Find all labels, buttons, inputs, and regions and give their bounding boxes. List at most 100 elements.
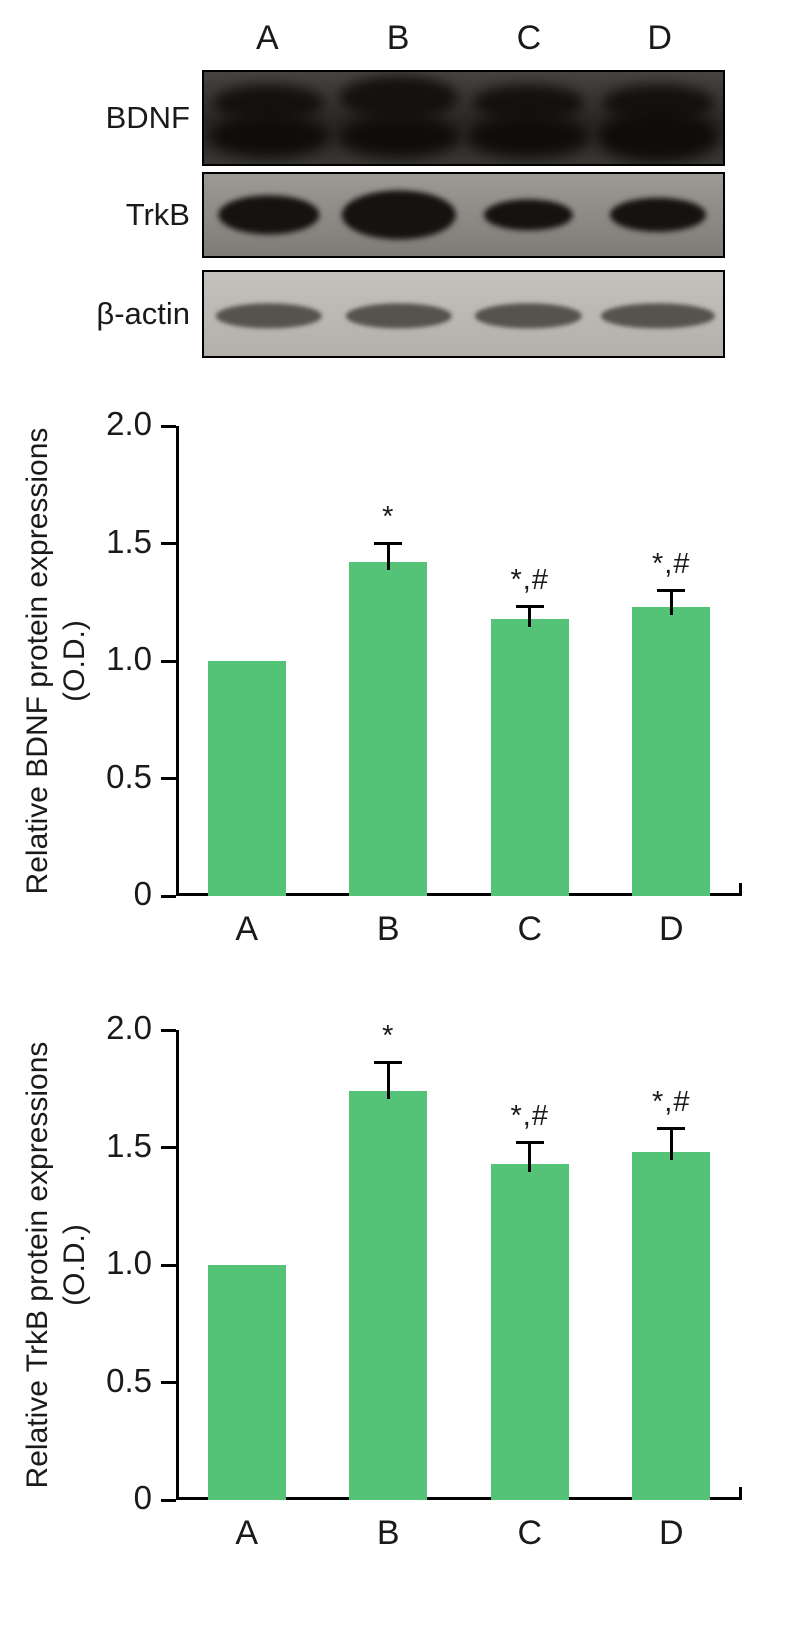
error-bar-line bbox=[386, 543, 390, 571]
blot-lane bbox=[593, 174, 723, 256]
y-tick-mark bbox=[161, 542, 176, 545]
bar bbox=[207, 661, 286, 896]
lane-label: B bbox=[386, 18, 410, 57]
y-tick-mark bbox=[161, 1381, 176, 1384]
y-tick-mark bbox=[161, 1028, 176, 1032]
blot-band bbox=[484, 199, 573, 231]
bar bbox=[490, 1163, 569, 1500]
blot-lane bbox=[593, 272, 723, 356]
blot-lane bbox=[593, 72, 723, 164]
x-axis-line bbox=[176, 1497, 742, 1500]
blot-lane bbox=[204, 174, 334, 256]
blot-band bbox=[338, 75, 459, 120]
bar bbox=[207, 1265, 286, 1500]
x-axis-end-tick bbox=[739, 883, 742, 896]
blot-box bbox=[202, 70, 725, 166]
blot-lane bbox=[464, 174, 594, 256]
y-tick-mark bbox=[161, 1146, 176, 1149]
y-tick-label: 0.5 bbox=[106, 1361, 152, 1399]
figure-page: A B C D BDNF TrkB β-actin Relative BDNF prote… bbox=[0, 14, 793, 1564]
x-category-label: B bbox=[376, 910, 400, 948]
blot-row: β-actin bbox=[0, 270, 793, 358]
blot-row: BDNF bbox=[0, 70, 793, 166]
error-bar-line bbox=[528, 606, 532, 627]
blot-band bbox=[466, 115, 590, 158]
error-bar-cap bbox=[515, 1141, 544, 1145]
y-tick-mark bbox=[161, 894, 176, 898]
blot-lane bbox=[334, 72, 464, 164]
trkb-bar-chart: Relative TrkB protein expressions (O.D.)… bbox=[0, 1008, 793, 1564]
x-category-label: A bbox=[235, 1514, 259, 1552]
lane-label: D bbox=[647, 18, 672, 57]
blot-box bbox=[202, 172, 725, 258]
bdnf-bar-chart: Relative BDNF protein expressions (O.D.)… bbox=[0, 404, 793, 960]
blot-row-label: β-actin bbox=[96, 296, 190, 331]
blot-lane bbox=[204, 72, 334, 164]
x-category-label: B bbox=[376, 1514, 400, 1552]
blot-band bbox=[337, 115, 461, 158]
significance-annotation: * bbox=[382, 500, 395, 533]
y-tick-label: 0 bbox=[133, 875, 152, 912]
x-category-label: A bbox=[235, 910, 259, 948]
blot-band bbox=[215, 303, 323, 329]
error-bar-cap bbox=[374, 1061, 403, 1065]
y-axis-label-text: Relative TrkB protein expressions bbox=[21, 1041, 54, 1489]
y-tick-label: 1.0 bbox=[106, 640, 152, 677]
blot-row-label: TrkB bbox=[125, 197, 190, 232]
lane-label: A bbox=[256, 18, 279, 57]
y-tick-mark bbox=[161, 1263, 176, 1267]
y-tick-label: 1.0 bbox=[106, 1244, 152, 1281]
blot-lane bbox=[334, 272, 464, 356]
bar bbox=[632, 1152, 711, 1500]
blot-rows: BDNF TrkB β-actin bbox=[0, 70, 793, 358]
error-bar-line bbox=[669, 590, 673, 615]
bar bbox=[349, 562, 428, 896]
blot-row: TrkB bbox=[0, 172, 793, 258]
blot-band bbox=[610, 197, 707, 233]
blot-band bbox=[345, 303, 452, 329]
y-tick-label: 2.0 bbox=[106, 1009, 152, 1046]
lane-labels-row: A B C D bbox=[202, 14, 725, 62]
error-bar-line bbox=[669, 1128, 673, 1161]
y-axis-line bbox=[176, 426, 179, 896]
significance-annotation: *,# bbox=[510, 1099, 549, 1132]
error-bar-cap bbox=[657, 589, 686, 592]
y-axis-line bbox=[176, 1030, 179, 1500]
lane-label: C bbox=[516, 18, 542, 57]
error-bar-cap bbox=[657, 1127, 686, 1131]
blot-lane bbox=[204, 272, 334, 356]
x-category-label: D bbox=[658, 1514, 684, 1552]
bar bbox=[490, 618, 569, 896]
x-category-label: D bbox=[658, 910, 684, 948]
blot-band bbox=[601, 303, 716, 329]
blot-band bbox=[596, 110, 720, 163]
plot-area: 0 0.5 1.0 1.5 2.0 A * B *,# C *,# D bbox=[106, 405, 742, 948]
significance-annotation: *,# bbox=[510, 563, 549, 596]
error-bar-cap bbox=[515, 605, 544, 609]
y-tick-label: 0 bbox=[133, 1479, 152, 1516]
y-tick-label: 1.5 bbox=[106, 1126, 152, 1164]
error-bar-cap bbox=[374, 542, 403, 545]
y-tick-mark bbox=[161, 777, 176, 780]
x-category-label: C bbox=[517, 910, 543, 948]
blot-lane bbox=[464, 72, 594, 164]
y-tick-label: 0.5 bbox=[106, 757, 152, 795]
blot-lane bbox=[334, 174, 464, 256]
significance-annotation: *,# bbox=[652, 547, 691, 580]
bar bbox=[349, 1091, 428, 1500]
y-tick-mark bbox=[161, 424, 176, 428]
blot-band bbox=[475, 303, 582, 329]
blot-band bbox=[207, 115, 331, 158]
western-blot-panel: A B C D BDNF TrkB β-actin bbox=[0, 14, 793, 358]
x-axis-line bbox=[176, 893, 742, 896]
error-bar-line bbox=[386, 1062, 390, 1100]
significance-annotation: *,# bbox=[652, 1085, 691, 1118]
y-tick-label: 2.0 bbox=[106, 405, 152, 442]
blot-band bbox=[218, 195, 320, 235]
blot-box bbox=[202, 270, 725, 358]
plot-area: 0 0.5 1.0 1.5 2.0 A * B *,# C *,# D bbox=[106, 1009, 742, 1552]
y-tick-mark bbox=[161, 659, 176, 663]
significance-annotation: * bbox=[382, 1019, 395, 1052]
blot-row-label: BDNF bbox=[105, 100, 190, 135]
x-axis-end-tick bbox=[739, 1487, 742, 1500]
